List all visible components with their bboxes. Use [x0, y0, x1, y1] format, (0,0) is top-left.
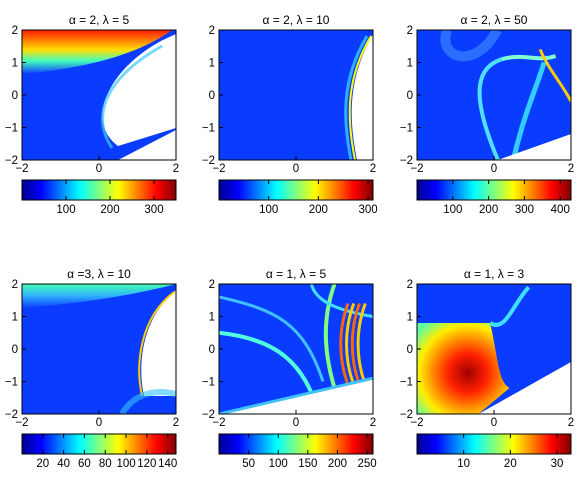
y-tick-label: 0	[407, 90, 413, 102]
x-tick-label: 2	[370, 163, 376, 175]
x-tick-label: 0	[491, 417, 497, 429]
y-tick-label: −1	[400, 123, 413, 135]
colorbar-tick-label: 200	[479, 204, 498, 216]
y-tick-label: −1	[5, 377, 18, 389]
x-tick-label: 0	[96, 417, 102, 429]
y-tick-label: 2	[12, 25, 18, 37]
colorbar-tick-label: 20	[504, 458, 517, 470]
subplot-6: α = 1, λ = 3 −2 0 2 −2 −1 0 1 2 10 20 30	[400, 267, 574, 470]
colorbar-tick-label: 10	[457, 458, 470, 470]
colorbar-tick-label: 200	[100, 204, 119, 216]
y-tick-label: −2	[400, 409, 413, 421]
y-tick-label: −2	[400, 155, 413, 167]
colorbar-tick-label: 30	[551, 458, 564, 470]
y-tick-label: 0	[407, 344, 413, 356]
colorbar	[416, 179, 572, 201]
y-tick-label: −2	[202, 409, 215, 421]
x-tick-label: 2	[173, 163, 179, 175]
y-tick-label: −1	[5, 123, 18, 135]
colorbar-tick-label: 100	[259, 204, 278, 216]
y-tick-label: 1	[407, 58, 413, 70]
x-tick-label: 0	[293, 417, 299, 429]
colorbar-tick-label: 120	[137, 458, 156, 470]
subplot-4: α =3, λ = 10 −2 0 2 −2 −1 0 1 2 20 40 60 80 100 120 140	[5, 267, 179, 470]
x-tick-label: −2	[410, 417, 423, 429]
y-tick-label: 2	[407, 279, 413, 291]
subplot-title: α = 2, λ = 50	[461, 13, 528, 27]
y-tick-label: 2	[209, 25, 215, 37]
colorbar-tick-label: 400	[551, 204, 570, 216]
y-tick-label: −2	[202, 155, 215, 167]
y-tick-label: 1	[209, 312, 215, 324]
colorbar-tick-label: 100	[56, 204, 75, 216]
y-tick-label: −2	[5, 155, 18, 167]
y-tick-label: 1	[407, 312, 413, 324]
colorbar-tick-label: 150	[298, 458, 317, 470]
x-tick-label: −2	[212, 163, 225, 175]
x-tick-label: 0	[96, 163, 102, 175]
x-tick-label: −2	[212, 417, 225, 429]
y-tick-label: 2	[209, 279, 215, 291]
heatmap-image	[417, 30, 571, 160]
heatmap-image	[417, 284, 571, 414]
subplot-1: α = 2, λ = 5 −2 0 2 −2 −1 0 1 2 100 200 300	[5, 13, 179, 216]
y-tick-label: 0	[12, 344, 18, 356]
colorbar	[21, 433, 177, 455]
colorbar-tick-label: 100	[116, 458, 135, 470]
colorbar-tick-label: 300	[515, 204, 534, 216]
colorbar-tick-label: 100	[269, 458, 288, 470]
y-tick-label: 1	[12, 312, 18, 324]
subplot-2: α = 2, λ = 10 −2 0 2 −2 −1 0 1 2 100 200 300	[202, 13, 378, 216]
x-tick-label: −2	[15, 163, 28, 175]
colorbar-tick-label: 140	[158, 458, 177, 470]
subplot-title: α = 2, λ = 5	[69, 13, 130, 27]
colorbar-tick-label: 300	[144, 204, 163, 216]
x-tick-label: 0	[491, 163, 497, 175]
colorbar-tick-label: 200	[309, 204, 328, 216]
colorbar	[416, 433, 572, 455]
y-tick-label: 1	[209, 58, 215, 70]
colorbar-tick-label: 20	[36, 458, 49, 470]
y-tick-label: 2	[12, 279, 18, 291]
y-tick-label: 1	[12, 58, 18, 70]
colorbar-tick-label: 50	[242, 458, 255, 470]
subplot-3: α = 2, λ = 50 −2 0 2 −2 −1 0 1 2 100 200 300 400	[400, 13, 574, 216]
x-tick-label: 2	[568, 417, 574, 429]
x-tick-label: 0	[293, 163, 299, 175]
subplot-title: α =3, λ = 10	[67, 267, 131, 281]
colorbar	[21, 179, 177, 201]
colorbar-tick-label: 60	[78, 458, 91, 470]
y-tick-label: 0	[12, 90, 18, 102]
x-tick-label: 2	[568, 163, 574, 175]
y-tick-label: −1	[202, 377, 215, 389]
y-tick-label: −1	[400, 377, 413, 389]
colorbar-tick-label: 200	[328, 458, 347, 470]
subplot-title: α = 1, λ = 5	[266, 267, 327, 281]
heatmap-image	[22, 30, 176, 160]
y-tick-label: −2	[5, 409, 18, 421]
x-tick-label: −2	[410, 163, 423, 175]
subplot-title: α = 2, λ = 10	[263, 13, 330, 27]
colorbar-tick-label: 300	[358, 204, 377, 216]
colorbar-tick-label: 100	[443, 204, 462, 216]
x-tick-label: 2	[173, 417, 179, 429]
heatmap-image	[219, 284, 373, 414]
heatmap-image	[219, 30, 373, 160]
colorbar	[218, 179, 374, 201]
colorbar	[218, 433, 374, 455]
colorbar-tick-label: 80	[99, 458, 112, 470]
colorbar-tick-label: 40	[57, 458, 70, 470]
x-tick-label: −2	[15, 417, 28, 429]
x-tick-label: 2	[370, 417, 376, 429]
subplot-title: α = 1, λ = 3	[464, 267, 525, 281]
heatmap-image	[22, 284, 176, 414]
y-tick-label: 0	[209, 344, 215, 356]
y-tick-label: −1	[202, 123, 215, 135]
y-tick-label: 0	[209, 90, 215, 102]
colorbar-tick-label: 250	[357, 458, 376, 470]
y-tick-label: 2	[407, 25, 413, 37]
